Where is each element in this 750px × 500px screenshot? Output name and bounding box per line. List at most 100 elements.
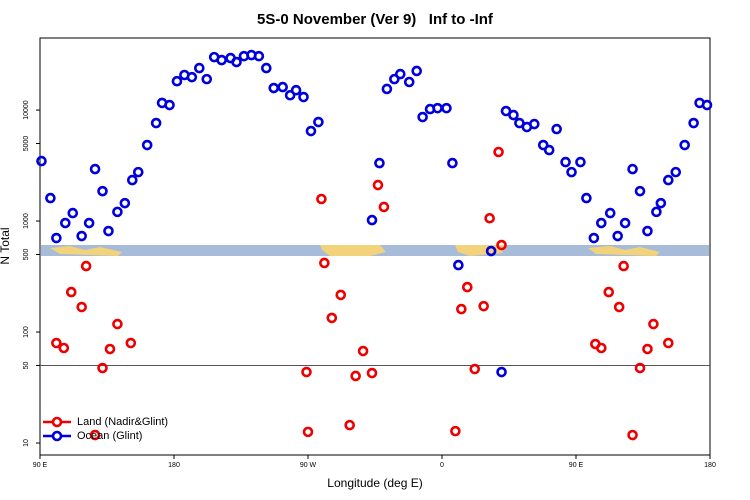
point [127,174,138,186]
point [493,146,504,158]
point [642,343,653,355]
point [119,197,131,209]
point [65,286,77,298]
y-tick-label: 500 [23,249,30,261]
point [453,259,464,271]
point [701,99,713,111]
point [588,232,600,244]
point [642,225,653,237]
point [417,111,428,123]
point [80,260,92,272]
point [164,99,175,111]
legend-label: Land (Nadir&Glint) [77,416,168,428]
point [186,71,198,83]
point [372,179,384,191]
point [316,193,327,205]
point [374,157,385,169]
point [231,56,242,68]
x-tick-label: 90 E [569,462,584,469]
point [381,83,393,95]
point [104,343,116,355]
point [150,117,162,129]
point [313,116,324,128]
point [575,156,586,168]
point [268,82,280,94]
point [76,301,87,313]
point [560,156,571,168]
point [456,303,467,315]
point [618,260,629,272]
point [484,212,495,224]
point [67,207,79,219]
point [648,318,659,330]
point [432,102,443,114]
x-tick-label: 90 W [300,462,317,469]
point [500,105,512,117]
point [551,123,562,135]
point [389,73,400,85]
point [60,217,71,229]
point [627,163,638,175]
point [171,75,183,87]
x-tick-label: 90 E [33,462,48,469]
point [612,230,623,242]
point [496,366,507,378]
y-axis-label: N Total [0,227,12,264]
point [301,366,312,378]
point [335,289,347,301]
point [663,337,674,349]
point [604,207,616,219]
plot-frame [39,37,711,456]
point [112,318,123,330]
y-tick-label: 1000 [23,213,30,229]
point [670,166,682,178]
point [298,91,309,103]
point [395,68,406,80]
point [36,155,47,167]
point [290,84,302,96]
point [112,206,123,218]
chart-title: 5S-0 November (Ver 9) Inf to -Inf [257,11,494,28]
point [302,426,314,438]
point [277,81,288,93]
point [58,342,70,354]
point [469,363,481,375]
y-tick-label: 10 [23,439,30,447]
point [253,50,265,62]
legend-label: Ocean (Glint) [77,430,142,442]
point [83,217,95,229]
point [543,144,555,156]
y-tick-label: 50 [23,361,30,369]
point [655,197,667,209]
point [462,281,473,293]
x-tick-label: 0 [440,462,444,469]
point [366,214,378,226]
point [51,232,62,244]
point [125,337,137,349]
point [634,185,646,197]
point [478,300,489,312]
point [596,217,607,229]
map-strip [41,245,709,256]
point [97,362,108,374]
x-axis-label: Longitude (deg E) [327,476,422,490]
point [679,139,690,151]
point [566,166,577,178]
point [194,62,205,74]
point [529,118,540,130]
point [651,206,662,218]
point [450,425,461,437]
y-tick-label: 5000 [23,136,30,152]
point [326,312,338,324]
point [441,102,452,114]
point [634,362,646,374]
point [76,230,87,242]
point [378,201,390,213]
point [603,286,615,298]
point [201,73,213,85]
point [496,239,507,251]
point [284,89,296,101]
point [508,109,519,121]
point [403,76,415,88]
